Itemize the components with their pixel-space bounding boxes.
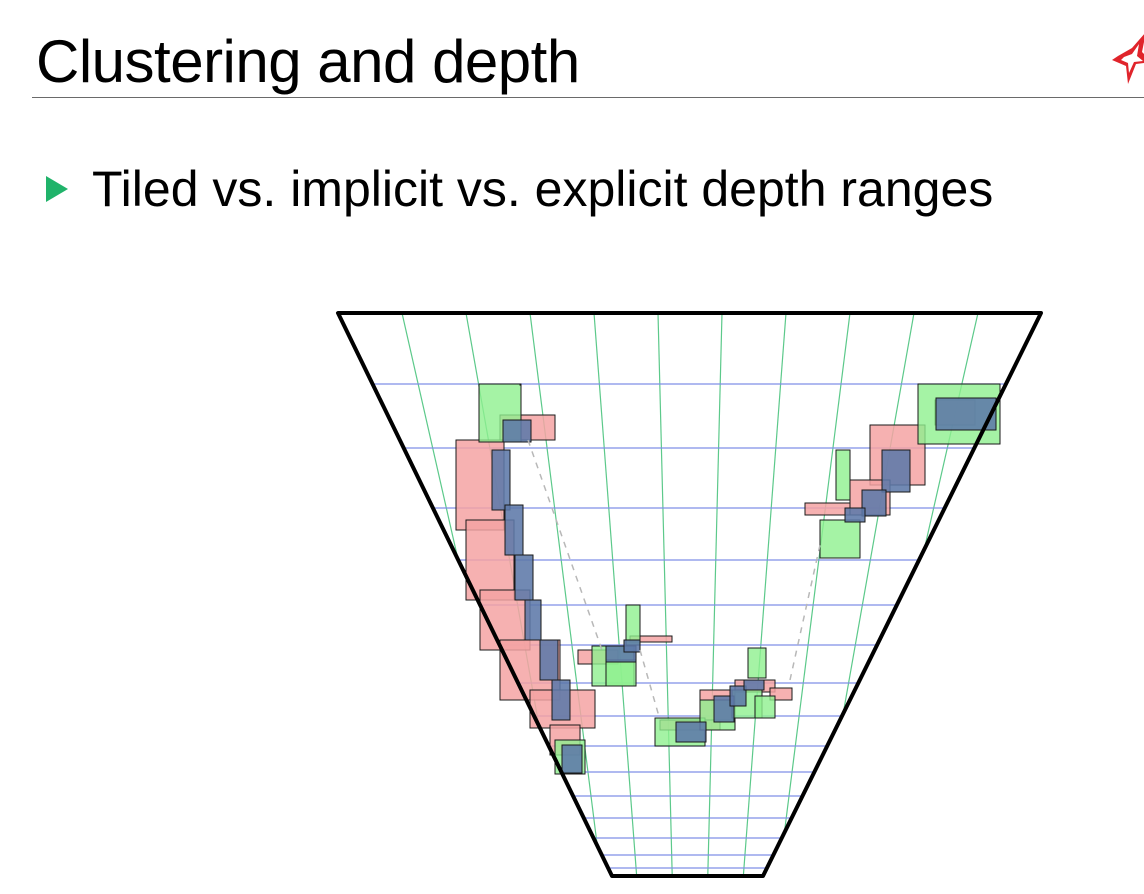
grid-line-vertical: [689, 313, 993, 876]
implicit-range-cell: [625, 604, 641, 646]
surface-dash-line: [639, 649, 661, 721]
logo-star-icon: [1112, 34, 1144, 84]
explicit-range-cell: [844, 507, 866, 523]
explicit-range-cell: [502, 419, 532, 443]
grid-horizontal-lines: [338, 383, 1041, 869]
explicit-range-cell: [561, 744, 583, 774]
explicit-range-cell: [539, 639, 559, 681]
implicit-range-cell: [478, 383, 522, 443]
explicit-range-cell: [729, 685, 747, 707]
grid-line-vertical: [387, 313, 691, 876]
title-divider: [32, 97, 1144, 98]
explicit-range-cell: [675, 721, 707, 743]
triangle-bullet-icon: [46, 176, 68, 202]
grid-line-vertical: [588, 313, 691, 876]
grid-line-vertical: [689, 313, 792, 876]
grid-line-vertical: [689, 313, 725, 876]
explicit-range-cell: [504, 504, 524, 556]
slide-title: Clustering and depth: [36, 28, 580, 95]
grid-line-vertical: [655, 313, 691, 876]
bullet-text: Tiled vs. implicit vs. explicit depth ra…: [92, 161, 994, 217]
implicit-range-cell: [754, 695, 776, 719]
tiled-range-cell: [804, 502, 851, 516]
implicit-range-cell: [819, 519, 861, 559]
frustum-outline: [336, 311, 1043, 878]
depth-range-cells: [455, 383, 1001, 775]
grid-line-vertical: [689, 313, 859, 876]
explicit-range-cell: [713, 695, 735, 723]
surface-dashed-lines: [527, 439, 821, 721]
grid-line-vertical: [521, 313, 691, 876]
explicit-range-cell: [551, 679, 571, 721]
explicit-range-cell: [861, 489, 887, 517]
surface-dash-line: [789, 544, 821, 681]
grid-vertical-lines: [338, 313, 1041, 876]
surface-dash-line: [527, 439, 603, 651]
explicit-range-cell: [514, 554, 534, 601]
explicit-range-cell: [743, 679, 765, 691]
bullet-item: Tiled vs. implicit vs. explicit depth ra…: [44, 158, 993, 220]
explicit-range-cell: [491, 449, 511, 511]
implicit-range-cell: [835, 449, 851, 501]
grid-line-vertical: [689, 313, 1041, 876]
explicit-range-cell: [623, 639, 641, 653]
explicit-range-cell: [881, 449, 911, 493]
implicit-range-cell: [605, 659, 637, 687]
grid-line-vertical: [689, 313, 926, 876]
implicit-range-cell: [747, 647, 767, 679]
explicit-range-cell: [524, 599, 542, 641]
